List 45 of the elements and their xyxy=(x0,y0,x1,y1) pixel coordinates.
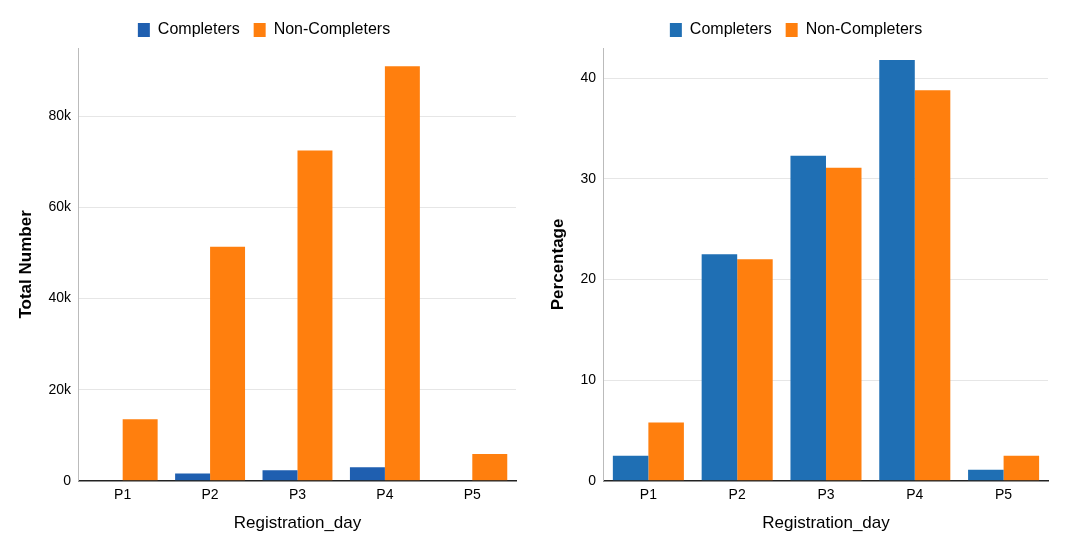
y-tick-label: 40 xyxy=(580,69,597,86)
x-axis-title: Registration_day xyxy=(762,513,891,533)
y-tick-label: 60k xyxy=(48,198,72,215)
bar xyxy=(914,90,951,481)
x-tick-label: P3 xyxy=(288,486,307,503)
legend-label: Non-Completers xyxy=(805,20,923,38)
x-tick-label: P4 xyxy=(376,486,394,503)
bar xyxy=(648,422,684,481)
bar xyxy=(737,259,773,481)
y-tick-label: 40k xyxy=(48,289,72,306)
bar xyxy=(790,155,826,481)
bar xyxy=(297,150,333,481)
x-tick-label: P5 xyxy=(995,486,1013,503)
y-tick-label: 10 xyxy=(580,371,597,388)
bar xyxy=(825,167,862,481)
x-axis-title: Registration_day xyxy=(233,513,362,533)
x-tick-label: P3 xyxy=(817,486,835,503)
x-tick-label: P2 xyxy=(201,486,219,503)
y-tick-label: 80k xyxy=(48,107,72,124)
y-tick-label: 30 xyxy=(580,169,597,186)
legend-label: Non-Completers xyxy=(273,20,391,38)
bar xyxy=(701,254,738,481)
y-tick-label: 20k xyxy=(48,380,72,397)
bar xyxy=(122,419,158,481)
y-tick-label: 0 xyxy=(588,471,597,488)
x-tick-label: P5 xyxy=(463,486,482,503)
y-axis-title: Total Number xyxy=(15,209,35,319)
bar xyxy=(612,455,649,481)
y-axis-title: Percentage xyxy=(547,218,567,311)
bar xyxy=(968,469,1004,481)
legend-label: Completers xyxy=(689,20,772,38)
bar xyxy=(262,470,298,481)
bar xyxy=(210,246,246,481)
bar xyxy=(879,60,915,481)
bar xyxy=(472,453,508,481)
y-tick-label: 20 xyxy=(580,270,597,287)
x-tick-label: P1 xyxy=(639,486,658,503)
bar xyxy=(1003,455,1040,481)
bar xyxy=(384,66,420,481)
y-tick-label: 0 xyxy=(63,471,72,488)
x-tick-label: P1 xyxy=(114,486,132,503)
x-tick-label: P2 xyxy=(728,486,746,503)
bar xyxy=(349,467,385,481)
x-tick-label: P4 xyxy=(906,486,924,503)
legend-label: Completers xyxy=(157,20,240,38)
